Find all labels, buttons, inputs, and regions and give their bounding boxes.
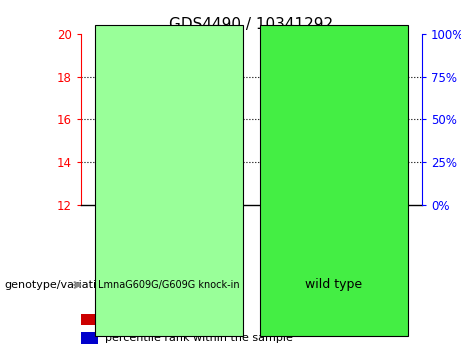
Text: LmnaG609G/G609G knock-in: LmnaG609G/G609G knock-in: [98, 280, 240, 290]
Bar: [154, 195, 184, 205]
Text: GSM808403: GSM808403: [109, 207, 118, 270]
Bar: [374, 186, 404, 205]
Bar: [260, 207, 298, 261]
Text: GSM808404: GSM808404: [164, 207, 174, 270]
Bar: [370, 207, 408, 261]
Bar: [374, 201, 404, 205]
Bar: [95, 207, 133, 261]
Bar: [205, 207, 242, 261]
Bar: [154, 120, 184, 205]
Text: count: count: [105, 315, 136, 325]
Text: genotype/variation: genotype/variation: [5, 280, 111, 290]
Bar: [319, 201, 349, 205]
Bar: [99, 201, 129, 205]
Text: GSM808408: GSM808408: [384, 207, 394, 270]
Bar: [81, 314, 98, 325]
Text: GSM808407: GSM808407: [329, 207, 339, 270]
Bar: [81, 332, 98, 344]
Bar: [315, 207, 353, 261]
Bar: [209, 195, 239, 205]
Bar: [319, 188, 349, 205]
Text: GSM808405: GSM808405: [219, 207, 229, 270]
Bar: [150, 207, 188, 261]
Bar: [209, 143, 239, 205]
Bar: [264, 190, 294, 205]
Bar: [264, 57, 294, 205]
Title: GDS4490 / 10341292: GDS4490 / 10341292: [169, 17, 333, 33]
Text: wild type: wild type: [305, 279, 362, 291]
Bar: [99, 162, 129, 205]
Text: percentile rank within the sample: percentile rank within the sample: [105, 333, 292, 343]
Text: GSM808406: GSM808406: [274, 207, 284, 270]
